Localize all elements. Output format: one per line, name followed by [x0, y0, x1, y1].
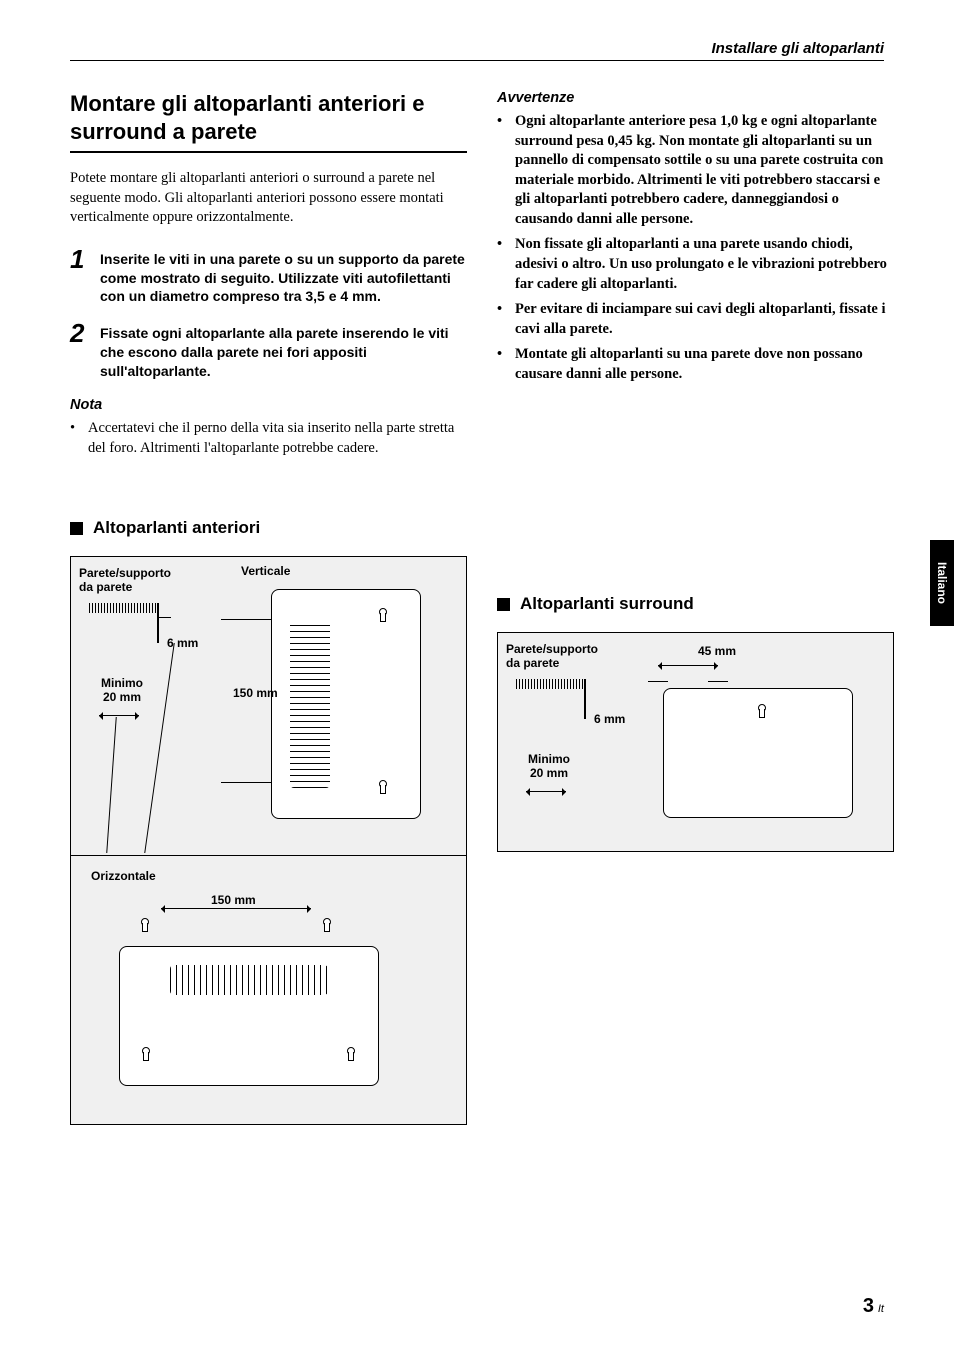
list-item: •Per evitare di inciampare sui cavi degl… [497, 300, 894, 339]
intro-paragraph: Potete montare gli altoparlanti anterior… [70, 169, 467, 228]
leader-line [221, 782, 271, 783]
list-item: •Non fissate gli altoparlanti a una pare… [497, 235, 894, 294]
language-tab: Italiano [930, 540, 954, 626]
warnings-list: •Ogni altoparlante anteriore pesa 1,0 kg… [497, 112, 894, 384]
step-number: 1 [70, 246, 100, 307]
page-num-value: 3 [863, 1295, 874, 1317]
note-list: • Accertatevi che il perno della vita si… [70, 419, 467, 458]
bullet-icon: • [497, 345, 515, 384]
dim-arrow-icon [658, 665, 718, 666]
step-item: 1 Inserite le viti in una parete o su un… [70, 246, 467, 307]
leader-line [708, 681, 728, 682]
square-bullet-icon [497, 598, 510, 611]
warning-text: Montate gli altoparlanti su una parete d… [515, 345, 894, 384]
keyhole-icon [139, 918, 149, 932]
bullet-icon: • [70, 419, 88, 458]
subsection-label: Altoparlanti surround [520, 594, 694, 614]
wall-plate-icon [89, 603, 159, 613]
bullet-icon: • [497, 235, 515, 294]
speaker-grille-icon [170, 965, 328, 995]
dim-150mm-label: 150 mm [233, 687, 278, 701]
warning-text: Ogni altoparlante anteriore pesa 1,0 kg … [515, 112, 894, 229]
step-text: Fissate ogni altoparlante alla parete in… [100, 320, 467, 381]
step-text: Inserite le viti in una parete o su un s… [100, 246, 467, 307]
square-bullet-icon [70, 522, 83, 535]
dim-arrow-icon [99, 715, 139, 716]
list-item: •Montate gli altoparlanti su una parete … [497, 345, 894, 384]
front-speakers-section: Altoparlanti anteriori Parete/supportoda… [70, 518, 467, 1125]
note-text: Accertatevi che il perno della vita sia … [88, 419, 467, 458]
right-column: Avvertenze •Ogni altoparlante anteriore … [497, 90, 894, 1125]
wall-bracket-label: Parete/supportoda parete [506, 643, 598, 671]
wall-bracket-label: Parete/supportoda parete [79, 567, 171, 595]
wall-plate-icon [516, 679, 586, 689]
step-number: 2 [70, 320, 100, 381]
dim-arrow-icon [161, 908, 311, 909]
page-number: 3 It [863, 1295, 884, 1318]
speaker-vertical-icon [271, 589, 421, 819]
leader-line [648, 681, 668, 682]
guide-line [144, 643, 175, 853]
front-horizontal-diagram: Orizzontale 150 mm [70, 855, 467, 1125]
guide-line [106, 717, 117, 853]
speaker-grille-icon [290, 620, 330, 788]
screw-shaft-icon [157, 603, 159, 643]
speaker-surround-icon [663, 688, 853, 818]
leader-line [221, 619, 271, 620]
keyhole-icon [321, 918, 331, 932]
keyhole-icon [756, 704, 766, 718]
front-vertical-diagram: Parete/supportoda parete Verticale 6 mm … [70, 556, 467, 856]
speaker-horizontal-icon [119, 946, 379, 1086]
surround-speakers-section: Altoparlanti surround Parete/supportoda … [497, 594, 894, 852]
section-heading: Montare gli altoparlanti anteriori e sur… [70, 90, 467, 145]
surround-diagram: Parete/supportoda parete 6 mm Minimo20 m… [497, 632, 894, 852]
horizontal-label: Orizzontale [91, 870, 156, 884]
gap-6mm-label: 6 mm [594, 713, 625, 727]
list-item: •Ogni altoparlante anteriore pesa 1,0 kg… [497, 112, 894, 229]
dim-150mm-label: 150 mm [211, 894, 256, 908]
running-header: Installare gli altoparlanti [711, 40, 884, 57]
left-column: Montare gli altoparlanti anteriori e sur… [70, 90, 467, 1125]
subsection-heading: Altoparlanti anteriori [70, 518, 467, 538]
keyhole-icon [377, 780, 387, 794]
heading-rule [70, 151, 467, 153]
bullet-icon: • [497, 300, 515, 339]
warning-text: Per evitare di inciampare sui cavi degli… [515, 300, 894, 339]
vertical-label: Verticale [241, 565, 290, 579]
subsection-heading: Altoparlanti surround [497, 594, 894, 614]
page-num-suffix: It [878, 1303, 884, 1315]
header-rule [70, 60, 884, 61]
screw-shaft-icon [584, 679, 586, 719]
min-20mm-label: Minimo20 mm [528, 753, 570, 781]
list-item: • Accertatevi che il perno della vita si… [70, 419, 467, 458]
warning-text: Non fissate gli altoparlanti a una paret… [515, 235, 894, 294]
note-heading: Nota [70, 397, 467, 413]
min-20mm-label: Minimo20 mm [101, 677, 143, 705]
dim-45mm-label: 45 mm [698, 645, 736, 659]
warnings-heading: Avvertenze [497, 90, 894, 106]
keyhole-icon [377, 608, 387, 622]
bullet-icon: • [497, 112, 515, 229]
keyhole-icon [345, 1047, 355, 1061]
keyhole-icon [140, 1047, 150, 1061]
dim-tick [157, 617, 171, 618]
subsection-label: Altoparlanti anteriori [93, 518, 260, 538]
step-item: 2 Fissate ogni altoparlante alla parete … [70, 320, 467, 381]
gap-6mm-label: 6 mm [167, 637, 198, 651]
dim-arrow-icon [526, 791, 566, 792]
